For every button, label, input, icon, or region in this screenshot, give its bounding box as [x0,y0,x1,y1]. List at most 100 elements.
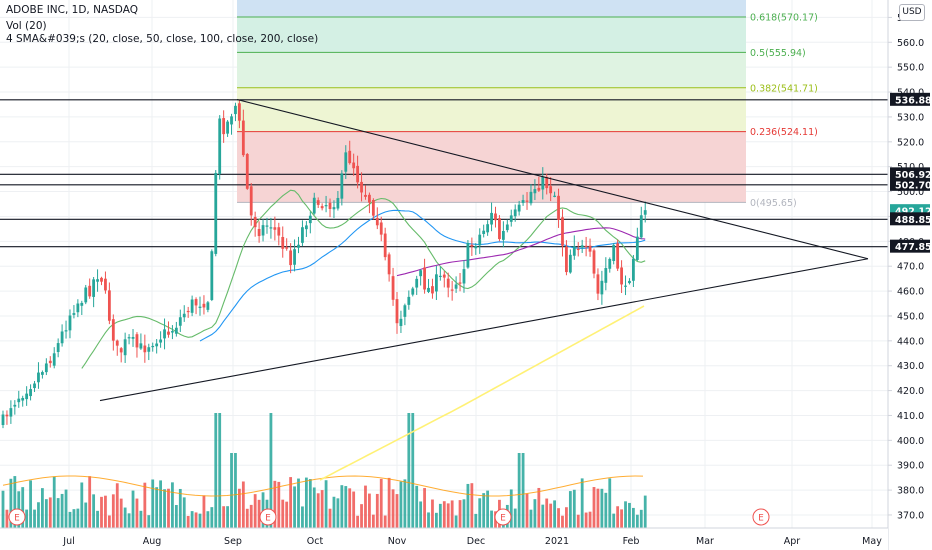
volume-bar [604,492,608,528]
candle-body [568,254,572,273]
volume-bar [127,513,131,528]
volume-bar [533,499,537,528]
candle-body [533,189,537,194]
volume-bar [549,503,553,528]
moving-averages [81,189,646,481]
volume-bar [427,512,430,528]
candle-body [230,116,233,125]
candle-body [592,250,596,274]
volume-bar [517,453,521,528]
volume-bar [632,507,635,528]
candle-body [261,225,265,236]
time-tick-label: Dec [467,536,485,547]
fib-zone [237,17,746,53]
volume-bar [541,504,545,528]
volume-bar [525,493,529,528]
volume-bar [415,485,419,528]
volume-bar [245,508,249,528]
volume-bar [297,478,300,528]
candle-body [356,165,359,183]
candle-body [328,202,332,209]
candle-body [218,118,222,175]
volume-bar [399,481,403,528]
volume-bar [29,480,32,528]
fib-label: 0.382(541.71) [750,83,818,94]
candle-body [450,289,454,291]
volume-bar [454,515,458,528]
volume-bar [115,483,119,528]
time-tick-label: 2021 [545,536,569,547]
volume-bar [135,498,139,528]
candle-body [537,187,541,191]
candle-body [135,334,139,348]
volume-bar [375,493,379,528]
price-tick-label: 390.0 [897,461,924,472]
volume-bar [332,496,336,528]
volume-bar [84,502,88,528]
volume-bar [391,489,395,528]
time-tick-label: Feb [623,536,640,547]
candle-body [245,154,249,189]
volume-bar [167,488,170,528]
candle-body [238,103,241,121]
candle-body [277,227,281,236]
candle-body [458,282,462,284]
volume-bar [104,495,107,528]
candle-body [107,290,111,321]
candle-body [462,269,466,284]
candle-body [159,339,162,343]
volume-bar [411,413,415,528]
candle-body [561,217,564,246]
price-label-box [890,212,930,226]
volume-bar [92,494,96,528]
symbol-title: ADOBE INC, 1D, NASDAQ [6,4,138,16]
price-tick-label: 410.0 [897,411,924,422]
candle-body [612,245,616,261]
volume-bar [470,483,474,528]
volume-bar [584,512,588,528]
volume-bar [628,502,631,528]
candle-body [222,118,226,135]
volume-bar [553,500,556,528]
volume-bar [253,494,257,528]
candle-body [557,195,560,220]
volume-bar [202,495,206,528]
candle-body [210,251,214,300]
candle-body [580,245,584,248]
volume-bar [316,493,320,528]
volume-bar [257,499,261,528]
price-label-box [890,177,930,191]
fibonacci-retracement: 0.618(570.17) 0.5(555.94) 0.382(541.71) 0.2… [237,0,818,209]
volume-bar [635,514,639,528]
volume-bar [324,480,328,528]
candle-body [234,105,237,115]
candle-body [190,299,194,313]
volume-bar [226,506,229,528]
candle-body [419,270,423,277]
price-tick-label: 520.0 [897,137,924,148]
earnings-icon [8,508,26,526]
candle-body [119,348,123,353]
candle-body [435,274,438,292]
candle-body [48,360,52,364]
candle-body [257,228,261,237]
candle-body [549,186,553,194]
lower-trendline [99,258,869,402]
volume-bar [72,509,76,528]
candle-body [127,337,131,339]
candle-body [584,245,588,247]
time-tick-label: Jul [62,536,74,547]
candle-body [383,233,387,258]
candle-body [411,288,415,295]
candle-body [301,227,304,243]
price-label-text: 492.12 [895,207,932,218]
candle-body [620,267,623,285]
volume-bar [301,506,304,528]
volume-bar [182,497,186,528]
triangle-trendlines [99,98,869,402]
price-tick-label: 380.0 [897,486,924,497]
volume-bar [600,488,604,528]
candle-body [332,207,336,210]
currency-button[interactable]: USD [899,4,925,21]
